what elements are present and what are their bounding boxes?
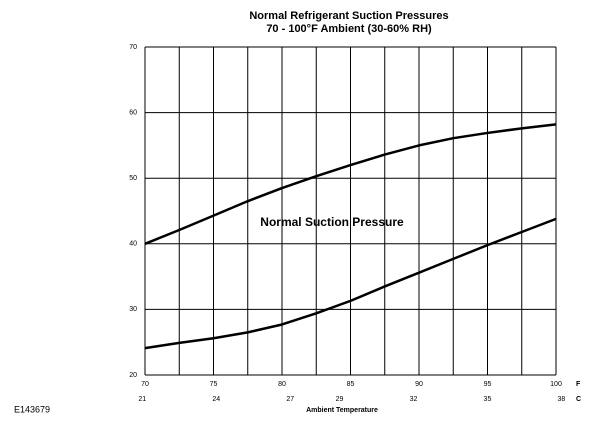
x-tick-label: 85 (347, 381, 355, 388)
x-tick-label: 95 (484, 381, 492, 388)
y-tick-label: 20 (129, 372, 137, 379)
y-tick-label: 30 (129, 306, 137, 313)
y-tick-label: 40 (129, 241, 137, 248)
x-tick-label: 75 (210, 381, 218, 388)
y-tick-label: 60 (129, 109, 137, 116)
chart-title: Normal Refrigerant Suction Pressures (249, 10, 448, 22)
x2-tick-label: 24 (212, 396, 220, 403)
x2-tick-label: 27 (286, 396, 294, 403)
x2-tick-label: 32 (410, 396, 418, 403)
y-tick-label: 50 (129, 175, 137, 182)
x-axis-label: Ambient Temperature (306, 407, 378, 414)
y-tick-label: 70 (129, 44, 137, 51)
chart-subtitle: 70 - 100°F Ambient (30-60% RH) (266, 23, 432, 35)
x-tick-label: 90 (415, 381, 423, 388)
x2-tick-label: 29 (336, 396, 344, 403)
x2-unit: C (576, 396, 581, 403)
x2-tick-label: 35 (484, 396, 492, 403)
x-unit: F (576, 381, 581, 388)
figure-id: E143679 (14, 404, 50, 414)
x-tick-label: 80 (278, 381, 286, 388)
x-tick-label: 100 (550, 381, 562, 388)
x2-tick-label: 21 (138, 396, 146, 403)
series-line (144, 123, 557, 245)
x2-tick-label: 38 (558, 396, 566, 403)
series-line (144, 217, 557, 350)
x-tick-label: 70 (141, 381, 149, 388)
annotation: Normal Suction Pressure (260, 215, 404, 229)
